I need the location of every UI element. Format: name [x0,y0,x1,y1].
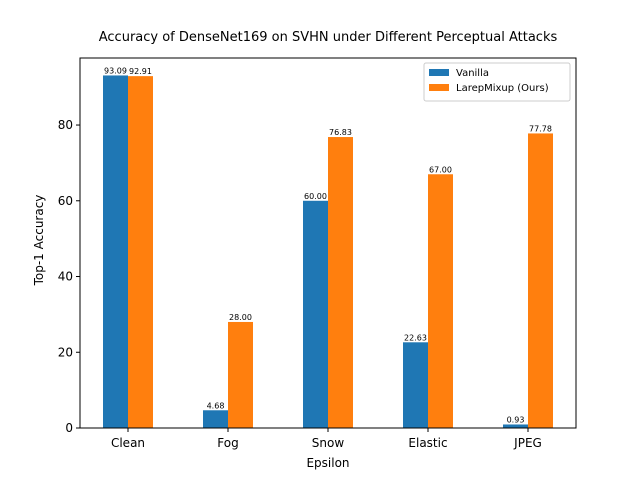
data-label-clean-series-0: 93.09 [104,66,127,75]
x-tick-label-clean: Clean [111,436,145,450]
bar-jpeg-series-0 [503,424,528,428]
legend-swatch-series-0 [429,69,449,76]
data-label-snow-series-0: 60.00 [304,192,327,201]
y-tick-label-0: 0 [65,421,73,435]
plot-frame [79,57,577,429]
bar-fog-series-0 [203,410,228,428]
x-tick-label-fog: Fog [217,436,238,450]
y-tick-label-80: 80 [58,118,73,132]
data-label-elastic-series-0: 22.63 [404,333,427,342]
bar-elastic-series-0 [403,342,428,428]
chart-title: Accuracy of DenseNet169 on SVHN under Di… [99,30,558,45]
legend-box [423,62,571,102]
data-label-snow-series-1: 76.83 [329,128,352,137]
legend-label-series-1: LarepMixup (Ours) [456,83,549,94]
bar-snow-series-1 [328,137,353,428]
bar-elastic-series-1 [428,174,453,428]
x-tick-label-elastic: Elastic [408,436,447,450]
legend-label-series-0: Vanilla [456,68,489,79]
legend: Vanilla LarepMixup (Ours) [423,62,571,102]
bar-clean-series-0 [103,75,128,428]
y-tick-label-40: 40 [58,270,73,284]
x-tick-label-jpeg: JPEG [513,436,542,450]
y-tick-label-60: 60 [58,194,73,208]
x-axis-label: Epsilon [306,456,349,470]
plot-area: 93.09 92.91 Clean 4.68 28.00 Fog 60.00 76.83 Sno… [58,57,577,450]
y-tick-label-20: 20 [58,345,73,359]
bar-fog-series-1 [228,321,253,428]
bar-snow-series-0 [303,200,328,428]
data-label-clean-series-1: 92.91 [129,67,152,76]
data-label-jpeg-series-0: 0.93 [507,415,525,424]
legend-swatch-series-1 [429,84,449,91]
bar-jpeg-series-1 [528,133,553,429]
data-label-fog-series-1: 28.00 [229,313,252,322]
data-label-jpeg-series-1: 77.78 [529,124,552,133]
bar-clean-series-1 [128,76,153,428]
data-label-fog-series-0: 4.68 [207,401,225,410]
data-label-elastic-series-1: 67.00 [429,165,452,174]
y-axis-label: Top-1 Accuracy [32,195,46,287]
x-tick-label-snow: Snow [312,436,345,450]
